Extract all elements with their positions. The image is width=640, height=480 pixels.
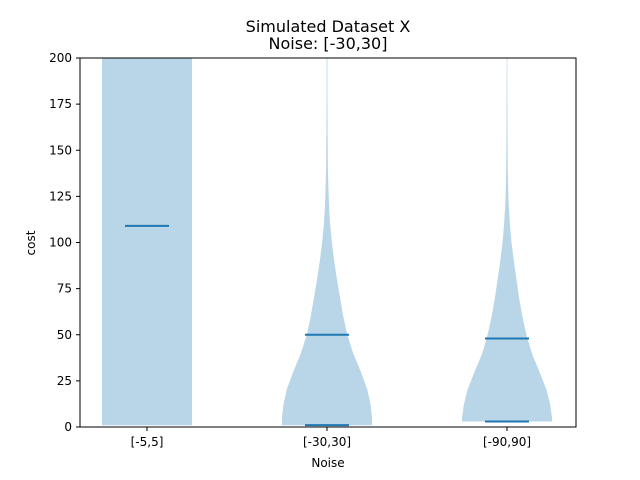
y-tick-label: 0 <box>64 420 72 434</box>
y-tick-label: 75 <box>57 282 72 296</box>
y-tick-label: 50 <box>57 328 72 342</box>
y-tick-label: 25 <box>57 374 72 388</box>
y-axis-label: cost <box>24 230 38 255</box>
chart-subtitle: Noise: [-30,30] <box>269 34 388 53</box>
x-tick-label: [-90,90] <box>483 435 531 449</box>
y-axis: 0 25 50 75 100 125 150 175 200 <box>49 51 80 434</box>
y-tick-label: 150 <box>49 143 72 157</box>
y-tick-label: 125 <box>49 189 72 203</box>
violin-body-2 <box>282 58 372 426</box>
x-axis: [-5,5] [-30,30] [-90,90] <box>131 427 531 449</box>
x-tick-label: [-30,30] <box>303 435 351 449</box>
y-tick-label: 200 <box>49 51 72 65</box>
chart-title: Simulated Dataset X <box>246 17 411 36</box>
x-axis-label: Noise <box>311 456 344 470</box>
y-tick-label: 100 <box>49 236 72 250</box>
violin-group <box>102 58 552 426</box>
y-tick-label: 175 <box>49 97 72 111</box>
violin-body-1 <box>102 58 192 426</box>
x-tick-label: [-5,5] <box>131 435 164 449</box>
stat-lines-group <box>125 224 529 427</box>
violin-body-3 <box>462 58 552 422</box>
